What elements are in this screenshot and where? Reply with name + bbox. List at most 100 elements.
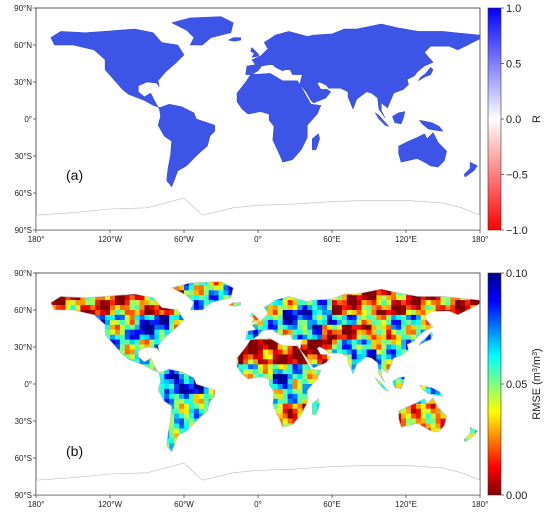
- panel-b-rmse-cell: [302, 314, 308, 321]
- panel-b-lat-tick-label: 60°S: [15, 454, 32, 463]
- panel-b-rmse-cell: [159, 329, 165, 335]
- panel-b-rmse-cell: [376, 319, 382, 326]
- panel-b-rmse-cell: [376, 324, 382, 331]
- panel-b-rmse-cell: [420, 408, 427, 414]
- panel-b-rmse-cell: [258, 369, 264, 375]
- panel-b-rmse-cell: [346, 314, 353, 321]
- panel-b-rmse-cell: [174, 379, 180, 385]
- panel-b-rmse-cell: [430, 418, 436, 424]
- panel-b-coast-samerica: [157, 368, 216, 453]
- panel-a-lat-tick-label: 60°N: [14, 41, 32, 50]
- panel-b-rmse-cell: [179, 418, 185, 424]
- panel-b-rmse-cell: [322, 314, 328, 321]
- panel-b-rmse-cell: [248, 344, 254, 350]
- panel-b-rmse-cell: [341, 334, 348, 340]
- panel-b-rmse-cell: [105, 324, 111, 331]
- panel-b-rmse-cell: [332, 324, 338, 331]
- panel-b-rmse-cell: [317, 305, 323, 311]
- panel-b-rmse-cell: [386, 349, 392, 355]
- panel-b-rmse-cell: [465, 300, 471, 306]
- panel-b-rmse-cell: [391, 344, 397, 350]
- panel-b-rmse-cell: [391, 305, 397, 311]
- panel-b-rmse-cell: [401, 423, 407, 429]
- panel-b-rmse-cell: [119, 329, 126, 335]
- panel-b-rmse-cell: [198, 384, 205, 390]
- panel-b-rmse-cell: [312, 334, 318, 340]
- panel-b-rmse-cell: [129, 349, 135, 355]
- panel-b-rmse-cell: [184, 285, 190, 291]
- panel-b-rmse-cell: [415, 324, 422, 331]
- panel-b-rmse-cell: [164, 388, 170, 395]
- panel-b-rmse-cell: [465, 305, 471, 311]
- panel-a-land-newguinea: [419, 119, 444, 132]
- panel-b-rmse-cell: [312, 324, 318, 331]
- panel-b-rmse-cell: [114, 339, 121, 345]
- panel-b-rmse-cell: [267, 319, 274, 326]
- panel-b-rmse-cell: [361, 300, 367, 306]
- panel-b-rmse-cell: [401, 418, 407, 424]
- panel-b-rmse-cell: [312, 403, 318, 409]
- panel-b-rmse-cell: [332, 305, 338, 311]
- panel-b-rmse-cell: [322, 305, 328, 311]
- panel-b-rmse-cell: [253, 329, 259, 335]
- panel-b-rmse-cell: [356, 310, 362, 316]
- panel-b-rmse-cell: [218, 281, 224, 286]
- panel-b-rmse-cell: [258, 354, 264, 360]
- panel-b-rmse-cell: [262, 339, 269, 345]
- panel-b-rmse-cell: [420, 398, 427, 405]
- panel-b-rmse-cell: [287, 413, 293, 419]
- panel-a-colorbar-label: R: [531, 115, 543, 123]
- panel-b-rmse-cell: [258, 349, 264, 355]
- panel-b-rmse-cell: [356, 314, 362, 321]
- panel-b-rmse-cell: [179, 374, 185, 380]
- panel-b-colorbar-tick-label: 0.00: [506, 490, 527, 502]
- panel-b-rmse-cell: [327, 349, 333, 355]
- panel-b-rmse-cell: [287, 393, 293, 400]
- panel-b-rmse-cell: [169, 393, 175, 400]
- panel-b-rmse-cell: [430, 408, 436, 414]
- panel-b-rmse-cell: [292, 324, 298, 331]
- panel-b-rmse-cell: [129, 305, 135, 311]
- panel-b-rmse-cell: [198, 403, 205, 409]
- panel-b-rmse-cell: [159, 374, 165, 380]
- panel-b-rmse-cell: [425, 423, 431, 429]
- panel-b-rmse-cell: [406, 334, 412, 340]
- panel-b-rmse-cell: [391, 295, 397, 301]
- panel-a-lon-tick-label: 180°: [472, 235, 489, 244]
- panel-b-rmse-cell: [410, 334, 417, 340]
- panel-b-rmse-cell: [193, 403, 200, 409]
- panel-b-rmse-cell: [312, 408, 318, 414]
- panel-b-rmse-cell: [253, 359, 259, 365]
- panel-b-rmse-cell: [327, 319, 333, 326]
- panel-b-rmse-cell: [277, 398, 283, 405]
- panel-b-rmse-cell: [401, 349, 407, 355]
- panel-b-rmse-cell: [361, 305, 367, 311]
- panel-b-rmse-cell: [272, 319, 279, 326]
- panel-b-rmse-cell: [139, 339, 145, 345]
- panel-b-rmse-cell: [60, 295, 66, 301]
- panel-b-rmse-cell: [425, 295, 431, 301]
- panel-b-rmse-cell: [164, 319, 170, 326]
- panel-b-rmse-cell: [258, 324, 264, 331]
- panel-b-rmse-cell: [396, 339, 402, 345]
- panel-b-rmse-cell: [50, 300, 57, 306]
- panel-b-rmse-cell: [287, 319, 293, 326]
- panel-b-rmse-cell: [396, 329, 402, 335]
- panel-a-land-iceland: [227, 37, 241, 42]
- panel-b-rmse-cell: [381, 310, 387, 316]
- panel-b-rmse-cell: [371, 329, 377, 335]
- panel-b-rmse-cell: [396, 344, 402, 350]
- panel-b-rmse-cell: [277, 364, 283, 370]
- panel-b-rmse-cell: [386, 354, 392, 360]
- panel-b-rmse-cell: [277, 393, 283, 400]
- panel-b-rmse-cell: [198, 295, 205, 301]
- panel-b-rmse-cell: [179, 423, 185, 429]
- panel-a-colorbar-tick-label: 0.0: [506, 114, 521, 126]
- panel-b-rmse-cell: [420, 403, 427, 409]
- panel-b-rmse-cell: [307, 329, 313, 335]
- panel-b-rmse-cell: [435, 300, 441, 306]
- panel-b-rmse-cell: [144, 324, 150, 331]
- panel-b-rmse-cell: [307, 369, 313, 375]
- panel-b-rmse-cell: [317, 334, 323, 340]
- panel-b-rmse-cell: [435, 305, 441, 311]
